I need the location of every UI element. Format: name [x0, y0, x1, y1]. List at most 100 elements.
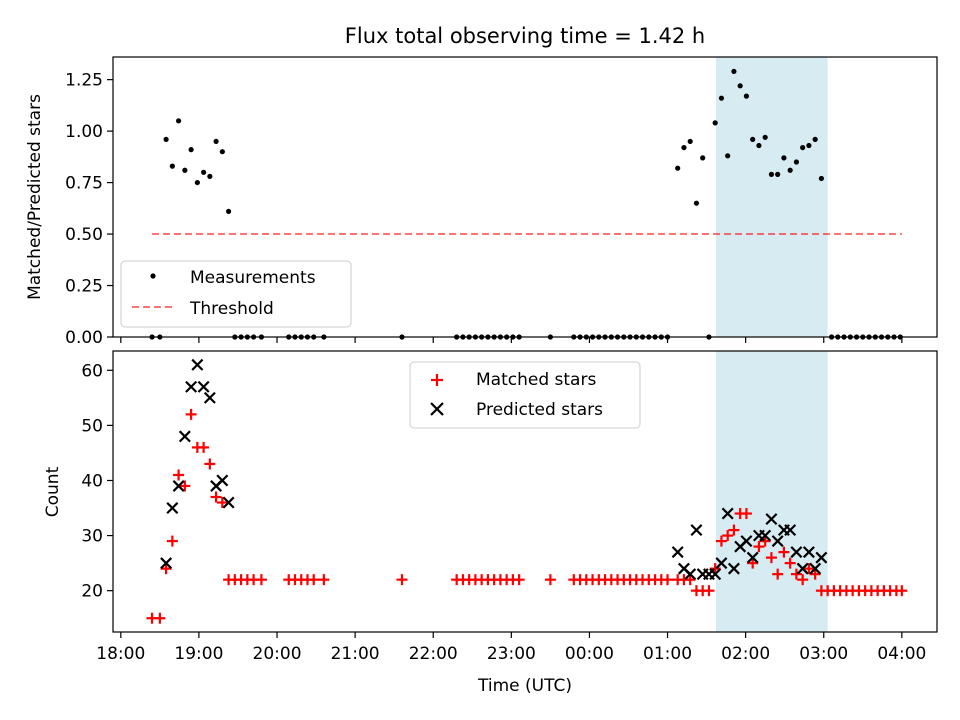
- top-legend: Measurements Threshold: [120, 260, 352, 328]
- matched-star-point: [772, 568, 784, 580]
- predicted-star-point: [197, 380, 210, 393]
- measurement-point: [756, 142, 762, 149]
- predicted-star-point: [178, 430, 191, 443]
- x-tick-label: 04:00: [877, 644, 926, 664]
- top-x-ticks: [120, 337, 903, 343]
- x-axis-label: Time (UTC): [477, 676, 572, 696]
- predicted-star-point: [765, 513, 778, 526]
- measurement-point: [169, 163, 175, 169]
- predicted-star-point: [160, 557, 173, 570]
- measurement-point: [806, 142, 812, 149]
- matched-star-point: [790, 568, 802, 580]
- matched-star-point: [166, 535, 178, 547]
- matched-star-point: [728, 524, 740, 536]
- predicted-star-point: [771, 535, 784, 548]
- measurement-point: [225, 208, 232, 215]
- top-legend-box: [120, 260, 352, 328]
- matched-star-point: [185, 408, 197, 420]
- matched-star-point: [179, 480, 191, 492]
- bottom-y-ticks: 20 30 40 50 60: [81, 361, 113, 602]
- predicted-star-point: [721, 507, 734, 520]
- matched-star-point: [318, 574, 330, 586]
- predicted-star-point: [709, 568, 722, 581]
- measurement-point: [718, 95, 725, 101]
- x-tick-label: 01:00: [643, 644, 692, 664]
- bottom-axes-frame: [112, 350, 938, 633]
- predicted-star-point: [222, 496, 235, 509]
- matched-star-point: [210, 491, 222, 503]
- predicted-star-point: [166, 502, 179, 515]
- legend-predicted-label: Predicted stars: [476, 400, 603, 420]
- measurement-point: [188, 147, 194, 153]
- y-tick-label: 50: [81, 416, 103, 436]
- predicted-star-point: [715, 557, 728, 570]
- measurement-point: [775, 171, 781, 177]
- predicted-legend-marker: [430, 402, 444, 416]
- bottom-panel: 20 30 40 50 60 18:00 19:00 20:00 21:00 22:00 23:0…: [43, 350, 938, 696]
- matched-star-point: [896, 585, 908, 597]
- matched-star-point: [715, 535, 727, 547]
- x-tick-label: 19:00: [174, 644, 223, 664]
- y-tick-label: 30: [81, 527, 103, 547]
- measurement-point: [163, 136, 169, 142]
- measurement-point: [207, 173, 213, 180]
- y-tick-label: 0.00: [65, 328, 103, 348]
- predicted-star-point: [690, 524, 703, 537]
- y-tick-label: 1.00: [65, 122, 103, 142]
- measurement-point: [768, 171, 775, 177]
- matched-star-point: [154, 612, 166, 624]
- measurement-point: [182, 167, 188, 173]
- measurement-point: [725, 153, 731, 159]
- top-y-axis-label: Matched/Predicted stars: [25, 94, 45, 300]
- measurement-point: [812, 136, 818, 142]
- matched-star-point: [396, 574, 408, 586]
- measurement-point: [750, 136, 756, 142]
- predicted-star-point: [759, 529, 772, 542]
- x-tick-label: 03:00: [799, 644, 848, 664]
- matched-star-point: [803, 563, 815, 575]
- x-tick-label: 23:00: [487, 644, 536, 664]
- predicted-star-point: [746, 551, 759, 564]
- measurement-point: [201, 169, 207, 175]
- predicted-star-point: [809, 562, 822, 575]
- matched-star-point: [703, 585, 715, 597]
- matched-star-point: [759, 535, 771, 547]
- predicted-star-point: [671, 546, 684, 559]
- x-tick-label: 00:00: [565, 644, 614, 664]
- measurement-point: [194, 179, 200, 186]
- bottom-x-ticks: 18:00 19:00 20:00 21:00 22:00 23:00 00:00 01:00…: [96, 632, 926, 664]
- predicted-star-point: [684, 568, 697, 581]
- matched-star-point: [544, 574, 556, 586]
- y-tick-label: 40: [81, 471, 103, 491]
- predicted-star-point: [740, 535, 753, 548]
- bottom-legend-box: [409, 361, 641, 429]
- top-axes-frame: [112, 56, 938, 338]
- matched-star-point: [308, 574, 320, 586]
- matched-star-point: [160, 563, 172, 575]
- measurement-point: [712, 120, 718, 126]
- x-tick-label: 02:00: [721, 644, 770, 664]
- y-tick-label: 0.50: [65, 225, 103, 245]
- y-tick-label: 1.25: [65, 71, 103, 91]
- legend-matched-label: Matched stars: [476, 370, 596, 390]
- predicted-star-point: [185, 380, 198, 393]
- matched-star-point: [740, 508, 752, 520]
- matched-star-point: [513, 574, 525, 586]
- matched-star-point: [784, 557, 796, 569]
- legend-threshold-label: Threshold: [189, 299, 274, 319]
- predicted-star-point: [815, 551, 828, 564]
- measurement-point: [176, 118, 182, 124]
- matched-star-point: [709, 563, 721, 575]
- measurement-point: [793, 159, 800, 165]
- x-tick-label: 20:00: [253, 644, 302, 664]
- x-tick-label: 18:00: [96, 644, 145, 664]
- bottom-legend: Matched stars Predicted stars: [409, 361, 641, 429]
- measurement-point: [700, 155, 706, 161]
- predicted-star-point: [727, 562, 740, 575]
- matched-legend-marker: [431, 374, 443, 386]
- matched-star-point: [797, 574, 809, 586]
- measurement-point: [731, 68, 737, 75]
- x-tick-label: 22:00: [409, 644, 458, 664]
- matched-star-point: [765, 552, 777, 564]
